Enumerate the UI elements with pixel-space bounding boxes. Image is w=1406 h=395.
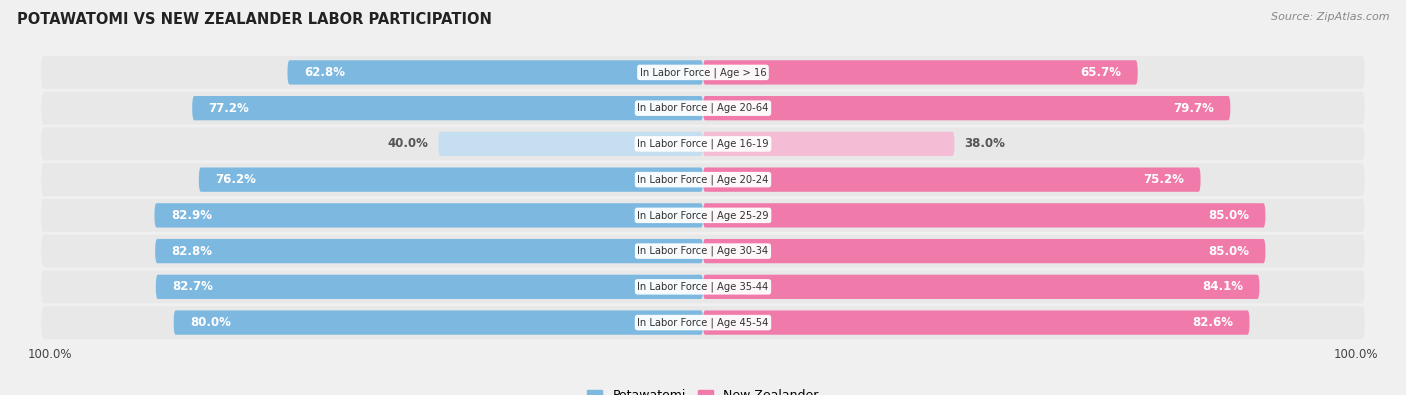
Text: In Labor Force | Age 25-29: In Labor Force | Age 25-29: [637, 210, 769, 221]
Text: 85.0%: 85.0%: [1208, 245, 1249, 258]
FancyBboxPatch shape: [41, 271, 1365, 303]
FancyBboxPatch shape: [155, 203, 703, 228]
FancyBboxPatch shape: [703, 132, 955, 156]
Text: 80.0%: 80.0%: [190, 316, 231, 329]
FancyBboxPatch shape: [703, 60, 1137, 85]
Legend: Potawatomi, New Zealander: Potawatomi, New Zealander: [582, 384, 824, 395]
Text: 65.7%: 65.7%: [1080, 66, 1121, 79]
Text: 62.8%: 62.8%: [304, 66, 344, 79]
FancyBboxPatch shape: [193, 96, 703, 120]
FancyBboxPatch shape: [198, 167, 703, 192]
FancyBboxPatch shape: [155, 239, 703, 263]
Text: 76.2%: 76.2%: [215, 173, 256, 186]
FancyBboxPatch shape: [41, 235, 1365, 267]
FancyBboxPatch shape: [41, 199, 1365, 232]
Text: POTAWATOMI VS NEW ZEALANDER LABOR PARTICIPATION: POTAWATOMI VS NEW ZEALANDER LABOR PARTIC…: [17, 12, 492, 27]
Text: 85.0%: 85.0%: [1208, 209, 1249, 222]
FancyBboxPatch shape: [41, 56, 1365, 89]
Text: 75.2%: 75.2%: [1143, 173, 1184, 186]
Text: In Labor Force | Age 20-64: In Labor Force | Age 20-64: [637, 103, 769, 113]
Text: In Labor Force | Age 45-54: In Labor Force | Age 45-54: [637, 317, 769, 328]
Text: In Labor Force | Age 16-19: In Labor Force | Age 16-19: [637, 139, 769, 149]
FancyBboxPatch shape: [703, 96, 1230, 120]
Text: 40.0%: 40.0%: [388, 137, 429, 150]
Text: 84.1%: 84.1%: [1202, 280, 1243, 293]
FancyBboxPatch shape: [287, 60, 703, 85]
Text: 82.9%: 82.9%: [172, 209, 212, 222]
FancyBboxPatch shape: [703, 203, 1265, 228]
Text: In Labor Force | Age > 16: In Labor Force | Age > 16: [640, 67, 766, 78]
Text: 38.0%: 38.0%: [965, 137, 1005, 150]
Text: 79.7%: 79.7%: [1173, 102, 1213, 115]
FancyBboxPatch shape: [703, 310, 1250, 335]
FancyBboxPatch shape: [174, 310, 703, 335]
FancyBboxPatch shape: [41, 92, 1365, 124]
FancyBboxPatch shape: [439, 132, 703, 156]
Text: 82.6%: 82.6%: [1192, 316, 1233, 329]
FancyBboxPatch shape: [703, 239, 1265, 263]
FancyBboxPatch shape: [703, 275, 1260, 299]
Text: 77.2%: 77.2%: [208, 102, 249, 115]
Text: In Labor Force | Age 30-34: In Labor Force | Age 30-34: [637, 246, 769, 256]
Text: Source: ZipAtlas.com: Source: ZipAtlas.com: [1271, 12, 1389, 22]
FancyBboxPatch shape: [41, 306, 1365, 339]
Text: In Labor Force | Age 35-44: In Labor Force | Age 35-44: [637, 282, 769, 292]
FancyBboxPatch shape: [703, 167, 1201, 192]
FancyBboxPatch shape: [41, 128, 1365, 160]
FancyBboxPatch shape: [156, 275, 703, 299]
Text: 82.8%: 82.8%: [172, 245, 212, 258]
Text: 100.0%: 100.0%: [28, 348, 73, 361]
Text: 82.7%: 82.7%: [173, 280, 214, 293]
Text: In Labor Force | Age 20-24: In Labor Force | Age 20-24: [637, 174, 769, 185]
FancyBboxPatch shape: [41, 163, 1365, 196]
Text: 100.0%: 100.0%: [1333, 348, 1378, 361]
